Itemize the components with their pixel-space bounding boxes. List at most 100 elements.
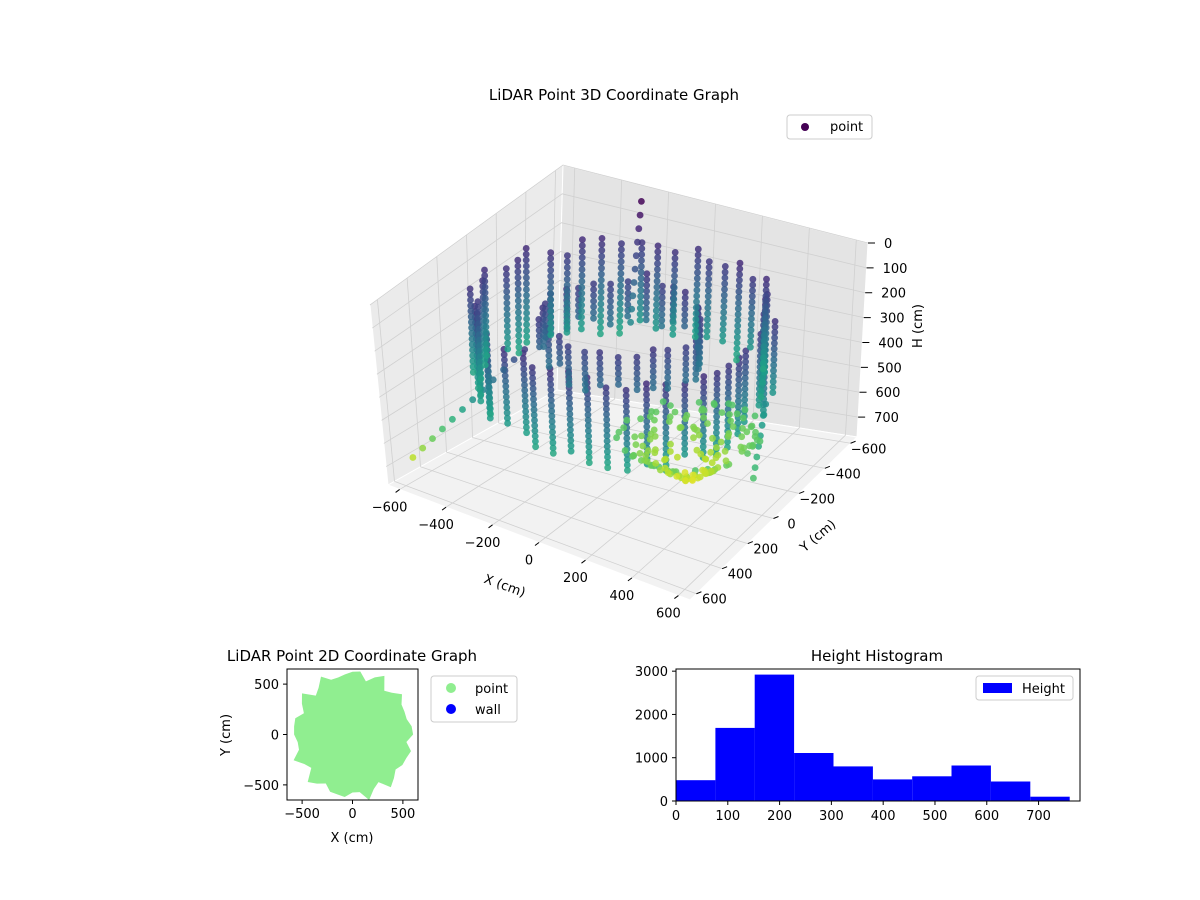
histogram-chart: Height Histogram 0 100 200 300 400 500 600 7000… xyxy=(635,647,1081,824)
point-marker xyxy=(741,380,749,387)
point-marker xyxy=(628,305,636,313)
point-marker xyxy=(520,360,527,368)
point-marker xyxy=(770,361,778,369)
point-marker xyxy=(616,300,624,307)
point-marker xyxy=(761,320,769,328)
histogram-title: Height Histogram xyxy=(811,647,943,665)
point-marker xyxy=(724,433,732,440)
point-marker xyxy=(604,453,611,461)
point-marker xyxy=(567,447,575,455)
x-tick-mark xyxy=(441,506,447,511)
point-marker xyxy=(468,335,476,343)
point-marker xyxy=(482,335,490,342)
point-marker xyxy=(566,400,573,407)
point-marker xyxy=(567,442,575,450)
point-marker xyxy=(502,382,510,390)
point-marker xyxy=(623,429,631,437)
point-marker xyxy=(762,281,770,289)
point-marker xyxy=(748,309,755,317)
point-marker xyxy=(596,354,604,362)
point-marker xyxy=(758,388,765,395)
point-marker xyxy=(547,325,555,333)
point-marker xyxy=(724,389,732,397)
point-marker xyxy=(681,429,689,437)
point-marker xyxy=(681,397,689,404)
point-marker xyxy=(624,312,632,320)
point-marker xyxy=(578,254,586,261)
point-marker xyxy=(547,319,555,327)
chart-2d-point-region xyxy=(293,671,414,800)
y-tick-mark xyxy=(799,490,805,494)
point-marker xyxy=(717,438,725,446)
y-tick-label: −500 xyxy=(243,779,279,794)
point-marker xyxy=(747,343,754,351)
point-marker xyxy=(653,277,661,285)
point-marker xyxy=(607,280,614,288)
point-marker xyxy=(759,412,767,419)
point-marker xyxy=(597,276,605,284)
point-marker xyxy=(532,443,539,451)
point-marker xyxy=(669,319,677,327)
point-marker xyxy=(747,423,755,431)
point-marker xyxy=(681,402,689,410)
grid-line xyxy=(406,278,421,467)
point-marker xyxy=(500,351,508,358)
point-marker xyxy=(581,348,588,356)
point-marker xyxy=(607,292,614,299)
x-tick-label: 500 xyxy=(390,807,415,822)
point-marker xyxy=(643,299,650,306)
point-marker xyxy=(521,392,529,399)
point-marker xyxy=(585,438,593,445)
point-marker xyxy=(664,374,672,381)
histogram-bar xyxy=(754,674,795,801)
point-marker xyxy=(692,304,700,311)
point-marker xyxy=(481,295,489,302)
y-tick-label: −600 xyxy=(851,442,887,457)
point-marker xyxy=(409,454,417,461)
point-marker xyxy=(635,225,643,233)
point-marker xyxy=(467,296,474,304)
point-marker xyxy=(694,344,701,351)
point-marker xyxy=(720,291,728,299)
point-marker xyxy=(565,381,573,388)
point-marker xyxy=(548,423,556,431)
point-marker xyxy=(735,392,742,400)
point-marker xyxy=(529,380,537,387)
point-marker xyxy=(523,429,530,437)
chart-3d-ticks: −600−400−2000200400600−600−400−200020040… xyxy=(372,237,908,622)
z-tick-label: 600 xyxy=(876,386,901,401)
point-marker xyxy=(623,408,630,415)
point-marker xyxy=(760,348,768,356)
histogram-bar xyxy=(912,776,952,801)
x-tick-mark xyxy=(534,542,540,546)
point-marker xyxy=(719,320,727,328)
point-marker xyxy=(547,308,555,315)
point-marker xyxy=(651,433,659,440)
point-marker xyxy=(565,375,573,383)
point-marker xyxy=(636,304,644,312)
y-tick-mark xyxy=(824,465,831,469)
point-marker xyxy=(725,362,733,370)
y-tick-label: 0 xyxy=(660,795,668,810)
point-marker xyxy=(721,268,729,276)
chart-2d-legend-wall-marker xyxy=(446,704,456,714)
point-marker xyxy=(556,343,563,351)
point-marker xyxy=(664,368,672,376)
point-marker xyxy=(547,375,554,383)
point-marker xyxy=(713,391,721,399)
point-marker xyxy=(727,417,734,425)
point-marker xyxy=(603,427,611,434)
point-marker xyxy=(637,280,645,288)
point-marker xyxy=(564,354,572,361)
point-marker xyxy=(521,397,529,405)
point-marker xyxy=(755,443,762,450)
point-marker xyxy=(515,303,522,310)
point-marker xyxy=(771,318,779,325)
point-marker xyxy=(578,307,585,315)
point-marker xyxy=(733,339,741,347)
point-marker xyxy=(475,331,483,339)
point-marker xyxy=(514,274,522,281)
point-marker xyxy=(649,362,657,370)
point-marker xyxy=(622,386,630,394)
point-marker xyxy=(522,408,530,415)
